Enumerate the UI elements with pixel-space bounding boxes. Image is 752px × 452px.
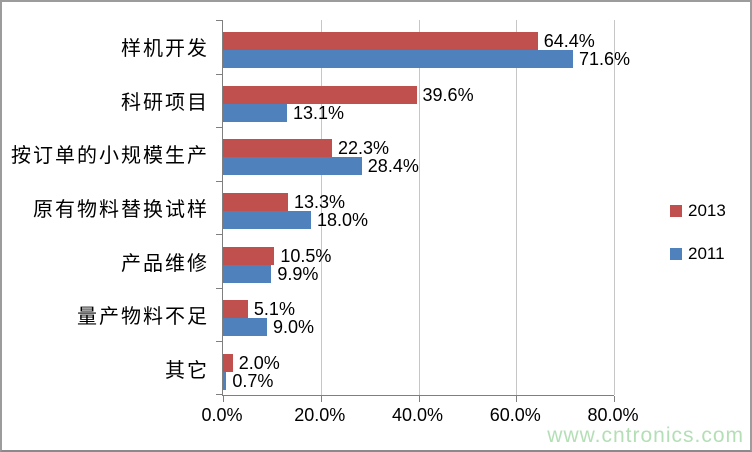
gridline: [418, 20, 420, 395]
bar-2011: [223, 50, 573, 69]
value-label: 9.0%: [272, 317, 315, 338]
y-axis-tick: [216, 180, 222, 182]
x-axis-tick: [320, 396, 322, 402]
x-axis-tick-labels: 0.0% 20.0% 40.0% 60.0% 80.0%: [201, 405, 638, 433]
category-label: 其它: [165, 359, 209, 382]
y-axis-tick: [216, 20, 222, 21]
bar-rows: 64.4% 71.6% 39.6% 13.1% 22.3% 28.4% 13.3% 18.0%…: [223, 20, 630, 395]
y-axis-tick: [216, 127, 222, 129]
category-label: 量产物料不足: [77, 306, 209, 329]
bar-2011: [223, 264, 272, 283]
y-axis-tick: [216, 234, 222, 236]
y-axis-ticks: [216, 20, 614, 395]
x-axis-tick-label: 0.0%: [201, 405, 243, 425]
gridlines: [223, 20, 615, 395]
legend-swatch: [670, 248, 682, 260]
legend-item-2011: 2011: [670, 244, 726, 264]
bar-line: 9.9%: [223, 263, 614, 284]
bar-2013: [223, 300, 248, 319]
legend-label: 2013: [688, 201, 726, 220]
value-label: 28.4%: [367, 156, 419, 177]
bar-2011: [223, 211, 311, 230]
bar-row: 13.3% 18.0%: [223, 181, 614, 235]
bar-line: 64.4%: [223, 31, 614, 52]
legend: 2013 2011: [670, 201, 726, 264]
value-label: 10.5%: [280, 245, 332, 266]
bar-row: 5.1% 9.0%: [223, 288, 614, 342]
value-label: 2.0%: [238, 352, 280, 373]
legend-swatch: [670, 205, 682, 217]
bar-line: 13.1%: [223, 102, 614, 123]
bar-line: 71.6%: [223, 50, 630, 69]
bar-line: 18.0%: [223, 210, 614, 231]
bar-2011: [223, 157, 362, 176]
legend-label: 2011: [688, 244, 725, 263]
gridline: [516, 20, 518, 395]
x-axis-tick: [614, 396, 615, 402]
value-label: 9.9%: [277, 263, 319, 284]
x-axis-tick: [223, 396, 224, 402]
x-axis-tick: [418, 396, 420, 402]
gridline: [614, 20, 615, 395]
legend-item-2013: 2013: [670, 201, 726, 221]
bar-line: 22.3%: [223, 138, 614, 159]
category-axis-labels: 样机开发科研项目按订单的小规模生产原有物料替换试样产品维修量产物料不足其它: [4, 20, 215, 395]
bar-2011: [223, 318, 267, 337]
y-axis-tick: [216, 394, 222, 395]
bar-2013: [223, 353, 233, 372]
bar-row: 22.3% 28.4%: [223, 127, 614, 181]
x-axis-tick-label: 40.0%: [391, 405, 444, 425]
value-label: 13.1%: [293, 102, 345, 123]
watermark: www.cntronics.com: [547, 424, 744, 447]
bar-2013: [223, 85, 417, 104]
bar-2013: [223, 246, 275, 265]
x-axis-tick-label: 60.0%: [489, 405, 541, 425]
value-label: 39.6%: [422, 84, 474, 105]
value-label: 71.6%: [578, 49, 630, 70]
plot-area: 64.4% 71.6% 39.6% 13.1% 22.3% 28.4% 13.3% 18.0%…: [216, 20, 630, 402]
bar-line: 10.5%: [223, 245, 614, 266]
category-label: 产品维修: [121, 252, 209, 275]
bar-line: 0.7%: [223, 370, 614, 391]
bar-row: 10.5% 9.9%: [223, 234, 614, 288]
category-label: 样机开发: [121, 38, 209, 61]
value-label: 0.7%: [232, 370, 274, 391]
category-label: 原有物料替换试样: [33, 198, 209, 221]
gridline: [320, 20, 322, 395]
x-axis-tick: [516, 396, 518, 402]
value-label: 18.0%: [316, 210, 369, 231]
x-axis-tick-label: 80.0%: [587, 405, 639, 425]
bar-row: 2.0% 0.7%: [223, 341, 614, 395]
x-axis-tick-label: 20.0%: [294, 405, 346, 425]
bar-2013: [223, 139, 332, 158]
bar-line: 2.0%: [223, 352, 614, 373]
bar-row: 64.4% 71.6%: [223, 20, 630, 74]
category-label: 按订单的小规模生产: [11, 145, 209, 168]
bar-line: 28.4%: [223, 156, 614, 177]
bar-2011: [223, 371, 227, 390]
value-label: 13.3%: [294, 192, 346, 213]
category-label: 科研项目: [121, 91, 209, 114]
value-label: 64.4%: [543, 31, 595, 52]
bar-line: 39.6%: [223, 84, 614, 105]
value-label: 22.3%: [337, 138, 390, 159]
bar-2013: [223, 32, 538, 51]
bar-row: 39.6% 13.1%: [223, 74, 614, 128]
y-axis-tick: [216, 73, 222, 75]
y-axis-tick: [216, 287, 222, 289]
bar-2011: [223, 103, 288, 122]
bar-line: 13.3%: [223, 192, 614, 213]
bar-line: 9.0%: [223, 317, 614, 338]
y-axis-tick: [216, 341, 222, 343]
bar-2013: [223, 193, 288, 212]
value-label: 5.1%: [253, 299, 295, 320]
bar-line: 5.1%: [223, 299, 614, 320]
